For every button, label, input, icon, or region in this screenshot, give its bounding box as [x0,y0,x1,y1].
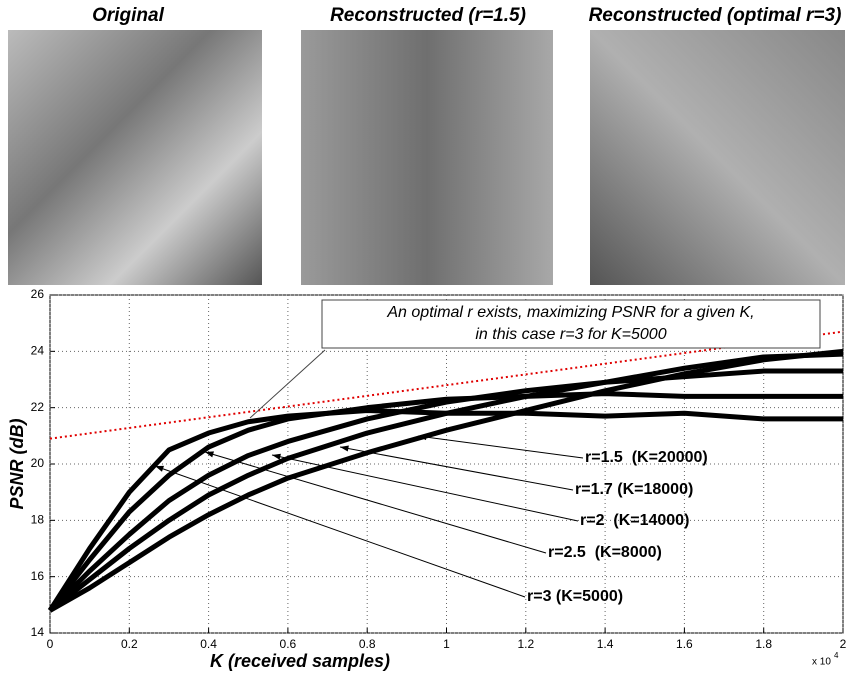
y-tick-label: 26 [31,287,45,301]
line [47,407,843,612]
x-tick-label: 2 [840,637,847,651]
x-tick-label: 1.4 [597,637,614,651]
label-arrow [154,465,526,598]
image-reconstructed [301,30,553,285]
x-tick-label: 1.2 [517,637,534,651]
arrow-head [340,445,349,452]
x-tick-label: 1.8 [755,637,772,651]
series-label: r=1.5 (K=20000) [585,449,708,466]
panel-title: Original [92,5,165,26]
panel-title: Reconstructed (r=1.5) [330,5,526,26]
annotation-pointer [249,349,326,419]
panel-title: Reconstructed (optimal r=3) [589,5,842,26]
line [48,368,843,613]
x-tick-label: 0.6 [280,637,297,651]
y-tick-label: 22 [31,400,45,414]
image-reconstructed-optimal [590,30,845,285]
x-tick-label: 1.6 [676,637,693,651]
x-tick-label: 0.8 [359,637,376,651]
y-axis-label: PSNR (dB) [7,419,27,510]
x-tick-label: 0 [47,637,54,651]
arrow-head [205,451,214,458]
arrow-head [155,465,164,472]
image-original [8,30,262,285]
line [49,330,844,440]
series-label: r=1.7 (K=18000) [575,481,693,498]
y-tick-label: 20 [31,456,45,470]
x-tick-label: 0.4 [200,637,217,651]
label-arrow [204,451,547,554]
x-offset-text: x 10 [812,657,831,668]
y-tick-label: 24 [31,344,45,358]
x-tick-label: 1 [443,637,450,651]
line [48,351,844,613]
y-tick-label: 14 [31,625,45,639]
label-arrow [339,446,574,491]
y-tick-label: 18 [31,513,45,527]
series-label: r=3 (K=5000) [527,588,623,605]
annotation-text: in this case r=3 for K=5000 [475,326,666,343]
annotation-text: An optimal r exists, maximizing PSNR for… [386,304,754,321]
x-tick-label: 0.2 [121,637,138,651]
arrow-head [418,434,427,441]
x-offset-power: 4 [834,651,839,660]
label-arrow [417,435,584,459]
label-arrow [271,454,579,522]
y-tick-label: 16 [31,569,45,583]
series-label: r=2.5 (K=8000) [548,544,662,561]
series-label: r=2 (K=14000) [580,512,689,529]
arrow-head [272,453,281,460]
x-axis-label: K (received samples) [210,651,390,671]
annotation-box [321,299,821,349]
